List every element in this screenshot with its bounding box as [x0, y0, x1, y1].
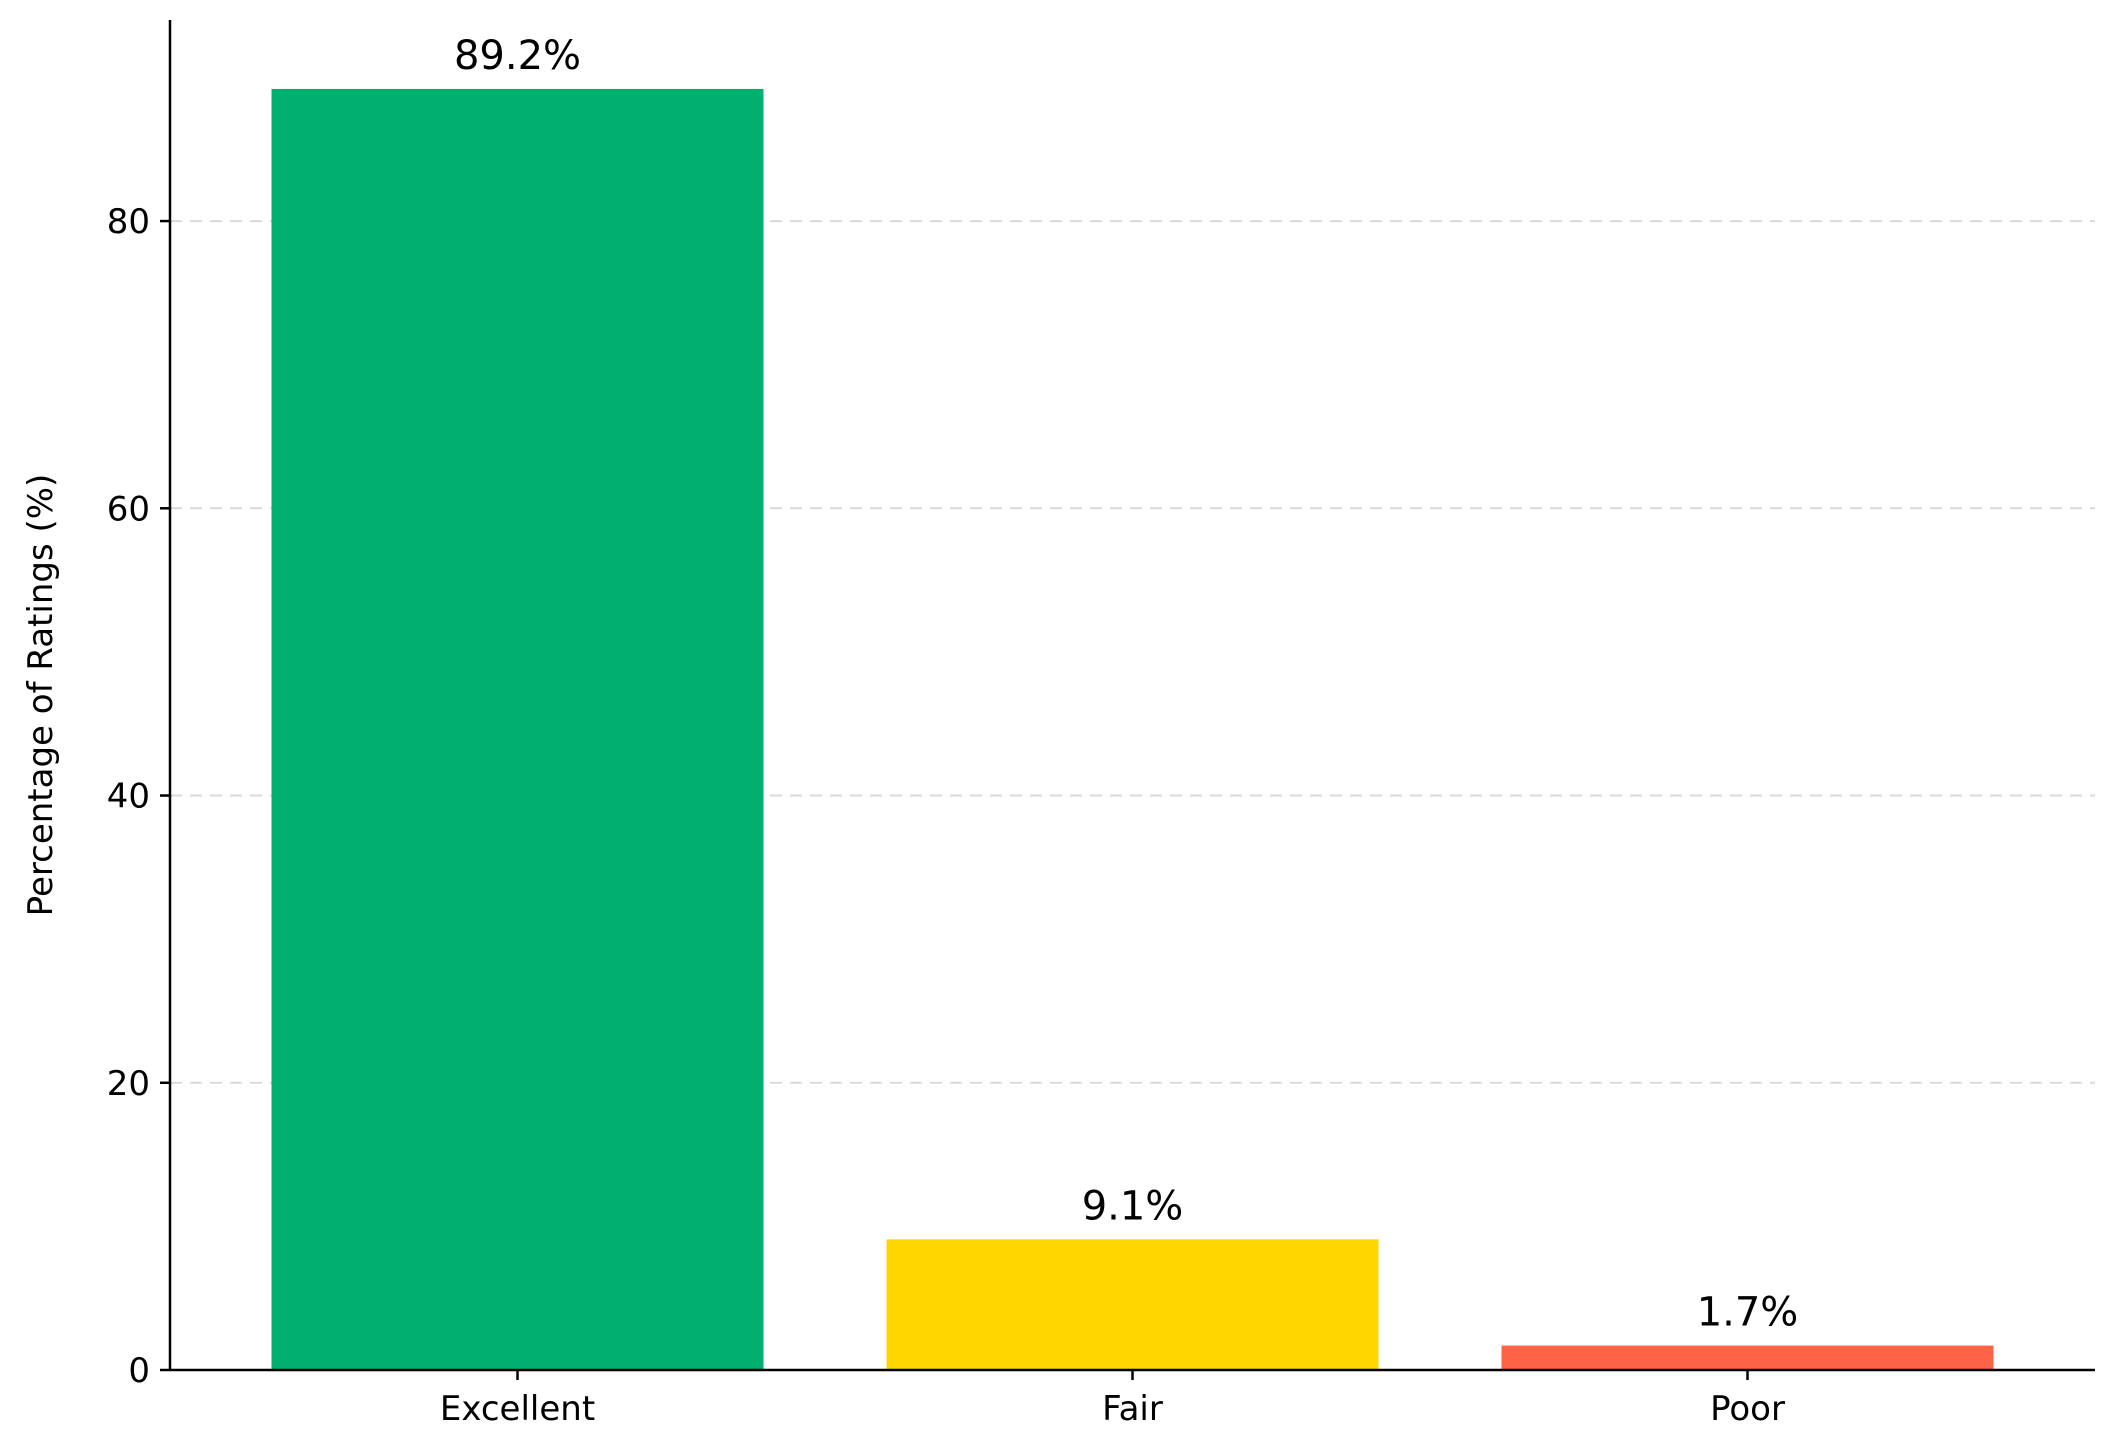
x-tick-label-fair: Fair [1102, 1389, 1163, 1429]
y-tick-label-40: 40 [107, 777, 150, 817]
bar-poor [1502, 1346, 1994, 1370]
bar-fair [887, 1239, 1379, 1370]
bar-excellent [272, 89, 764, 1370]
y-axis-ticks: 0 20 40 60 80 [107, 202, 170, 1391]
y-tick-label-20: 20 [107, 1064, 150, 1104]
x-tick-label-poor: Poor [1710, 1389, 1785, 1429]
y-tick-label-80: 80 [107, 202, 150, 242]
bar-value-label-excellent: 89.2% [454, 33, 581, 79]
x-tick-label-excellent: Excellent [440, 1389, 595, 1429]
bar-value-label-fair: 9.1% [1082, 1183, 1184, 1229]
y-tick-label-60: 60 [107, 489, 150, 529]
bars [272, 89, 1994, 1370]
x-axis-ticks: Excellent Fair Poor [440, 1370, 1785, 1429]
bar-value-label-poor: 1.7% [1697, 1290, 1799, 1336]
y-axis-title: Percentage of Ratings (%) [21, 474, 61, 917]
y-tick-label-0: 0 [128, 1351, 150, 1391]
